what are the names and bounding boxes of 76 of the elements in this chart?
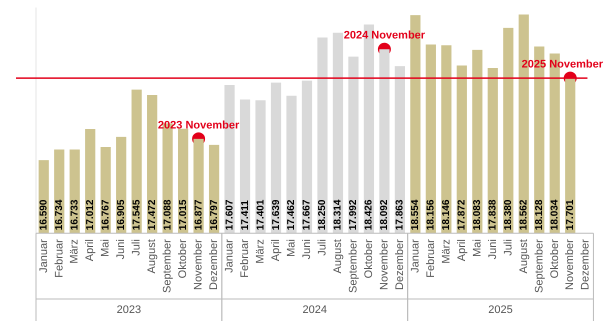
data-label: 17.472 (146, 199, 158, 230)
data-label: 17.088 (162, 199, 174, 230)
x-tick-label: April (456, 239, 468, 262)
x-tick-label: August (332, 239, 344, 274)
x-tick-label: Januar (224, 238, 236, 273)
x-tick-label: September (162, 238, 174, 294)
data-label: 16.905 (116, 199, 127, 230)
x-tick-label: Oktober (177, 238, 190, 278)
x-tick-label: März (68, 239, 81, 264)
data-label: 18.250 (317, 199, 328, 230)
x-tick-label: April (84, 239, 96, 262)
text: 2025 (488, 304, 513, 316)
x-tick-label: September (533, 238, 546, 294)
data-label: 17.015 (178, 199, 189, 230)
data-label: 17.012 (84, 199, 96, 230)
data-label: 18.083 (472, 199, 484, 230)
data-label: 16.590 (38, 199, 50, 230)
x-tick-label: Dezember (208, 238, 220, 290)
x-tick-label: Februar (53, 238, 66, 278)
data-label: 18.380 (503, 199, 514, 230)
x-tick-label: Juni (301, 239, 314, 260)
data-label: 2024 November (344, 30, 426, 42)
x-tick-label: Mai (471, 239, 484, 257)
data-label: 17.701 (564, 199, 576, 230)
x-tick-label: August (518, 239, 530, 274)
data-label: 16.767 (100, 199, 112, 230)
x-tick-label: Dezember (580, 238, 592, 290)
data-label: 18.092 (379, 199, 390, 230)
x-tick-label: Juli (502, 239, 514, 256)
data-label: 18.034 (549, 199, 560, 230)
data-label: 18.314 (332, 199, 344, 230)
x-tick-label: Juli (130, 239, 143, 256)
data-label: 17.639 (270, 199, 282, 230)
x-tick-label: Januar (38, 238, 50, 273)
data-label: 18.128 (534, 199, 545, 230)
data-label: 17.462 (286, 199, 298, 230)
x-tick-label: August (146, 239, 158, 274)
x-tick-label: Mai (100, 239, 112, 257)
x-tick-label: Februar (239, 238, 252, 278)
data-label: 18.146 (441, 199, 452, 230)
data-label: 16.797 (208, 199, 220, 230)
data-label: 16.734 (54, 199, 65, 230)
data-label: 17.838 (488, 199, 499, 230)
x-tick-label: November (192, 238, 205, 290)
data-label: 18.562 (518, 199, 530, 230)
data-label: 17.401 (255, 199, 266, 230)
x-tick-label: November (378, 238, 390, 290)
x-tick-label: Mai (286, 239, 298, 257)
data-label: 17.863 (394, 199, 406, 230)
data-label: 18.156 (426, 199, 437, 230)
data-label: 17.872 (456, 199, 468, 230)
text: 2023 (116, 304, 142, 316)
x-tick-label: April (270, 239, 282, 262)
x-tick-label: Januar (409, 238, 422, 273)
data-label: 18.426 (364, 199, 375, 230)
x-tick-label: Juni (115, 239, 128, 260)
text: 2024 (302, 304, 327, 316)
data-label: 17.992 (348, 199, 360, 230)
data-label: 2023 November (158, 119, 240, 132)
x-tick-label: Februar (424, 238, 437, 278)
data-label: 17.667 (302, 199, 313, 230)
x-tick-label: Oktober (362, 238, 375, 278)
x-tick-label: Juli (316, 239, 328, 256)
x-tick-label: Juni (486, 239, 499, 260)
data-label: 17.411 (240, 200, 251, 230)
x-tick-label: März (440, 239, 452, 264)
data-label: 16.877 (193, 199, 204, 230)
x-tick-label: September (347, 238, 360, 294)
data-label: 17.607 (224, 199, 236, 230)
x-tick-label: Oktober (548, 238, 561, 278)
data-label: 18.554 (410, 199, 422, 230)
x-tick-label: März (254, 239, 267, 264)
x-tick-label: November (564, 238, 576, 290)
x-tick-label: Dezember (394, 238, 406, 290)
data-label: 16.733 (69, 199, 80, 230)
data-label: 17.545 (131, 199, 142, 230)
